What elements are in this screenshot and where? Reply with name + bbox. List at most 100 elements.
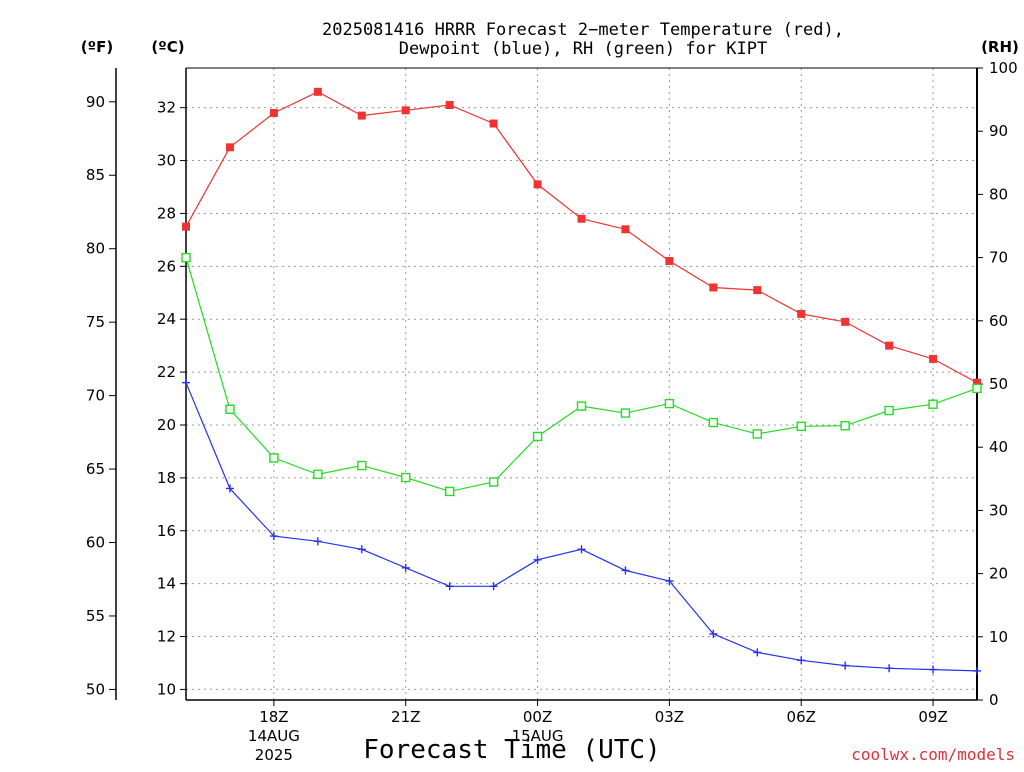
rh-tick-label: 30 (989, 501, 1008, 519)
temperature-point (445, 101, 454, 110)
x-tick-label: 06Z (787, 708, 816, 726)
rh-tick-label: 60 (989, 312, 1008, 330)
grid-lines (186, 68, 977, 700)
fahrenheit-tick-label: 75 (86, 313, 105, 331)
rh-point (708, 417, 719, 428)
celsius-tick-label: 26 (157, 257, 176, 275)
dewpoint-point (929, 665, 938, 674)
series-temperature (182, 87, 981, 387)
temperature-point (885, 341, 894, 350)
rh-point (796, 421, 806, 432)
fahrenheit-tick-label: 65 (86, 460, 105, 478)
temperature-point (841, 317, 850, 326)
chart-title-line1: 2025081416 HRRR Forecast 2−meter Tempera… (322, 20, 844, 40)
axes-frame (115, 67, 978, 701)
temperature-point (621, 225, 630, 234)
dewpoint-point (489, 582, 498, 591)
rh-point (620, 408, 631, 418)
rh-tick-label: 100 (989, 59, 1018, 77)
rh-tick-label: 10 (989, 628, 1008, 646)
celsius-tick-label: 28 (157, 204, 176, 222)
dewpoint-point (797, 656, 806, 665)
rh-tick-label: 70 (989, 249, 1008, 267)
x-tick-label: 03Z (655, 708, 684, 726)
celsius-tick-label: 14 (157, 575, 176, 593)
rh-line (185, 257, 978, 493)
fahrenheit-tick-label: 80 (86, 240, 105, 258)
celsius-tick-label: 18 (157, 469, 176, 487)
unit-label-rh: (RH) (981, 38, 1019, 56)
fahrenheit-tick-label: 90 (86, 93, 105, 111)
dewpoint-point (357, 545, 366, 554)
rh-point (401, 472, 411, 483)
temperature-point (797, 309, 806, 318)
celsius-tick-label: 24 (157, 310, 176, 328)
unit-label-fahrenheit: (ºF) (81, 38, 113, 56)
rh-point (928, 399, 938, 409)
rh-tick-label: 50 (989, 375, 1008, 393)
rh-point (313, 469, 323, 480)
dewpoint-point (973, 666, 981, 675)
tick-labels: 50 55 60 65 70 75 80 85 90 10 12 14 16 18 20 22 24 26 28 30… (86, 59, 1018, 764)
celsius-tick-label: 16 (157, 522, 176, 540)
temperature-point (182, 222, 190, 231)
temperature-point (225, 143, 234, 152)
temperature-point (489, 119, 498, 128)
dewpoint-point (182, 378, 190, 387)
dewpoint-point (885, 664, 894, 673)
x-tick-label: 00Z (523, 708, 552, 726)
fahrenheit-tick-label: 55 (86, 607, 105, 625)
temperature-point (709, 283, 718, 292)
temperature-point (269, 108, 278, 117)
celsius-tick-label: 20 (157, 416, 176, 434)
dewpoint-point (753, 648, 762, 657)
rh-point (225, 404, 235, 414)
celsius-tick-label: 22 (157, 363, 176, 381)
x-tick-label: 18Z (259, 708, 288, 726)
celsius-tick-label: 32 (157, 99, 176, 117)
dewpoint-point (533, 555, 542, 564)
x-tick-label: 21Z (391, 708, 420, 726)
rh-tick-label: 20 (989, 565, 1008, 583)
rh-point (972, 383, 982, 394)
dewpoint-point (577, 545, 586, 554)
dewpoint-point (269, 532, 278, 541)
rh-point (357, 460, 367, 471)
x-axis-title: Forecast Time (UTC) (363, 735, 660, 765)
x-tick-date-label: 15AUG (512, 727, 564, 745)
rh-point (269, 453, 279, 463)
dewpoint-point (313, 537, 322, 546)
temperature-point (577, 214, 586, 223)
rh-point (664, 398, 675, 409)
celsius-tick-label: 10 (157, 680, 176, 698)
rh-point (576, 401, 587, 411)
dewpoint-point (445, 582, 454, 591)
dewpoint-point (621, 566, 630, 575)
rh-point (532, 431, 543, 442)
dewpoint-point (841, 661, 850, 670)
celsius-tick-label: 12 (157, 628, 176, 646)
chart-title-line2: Dewpoint (blue), RH (green) for KIPT (399, 39, 767, 59)
credit-link[interactable]: coolwx.com/models (851, 745, 1015, 764)
rh-point (752, 429, 762, 439)
fahrenheit-tick-label: 60 (86, 534, 105, 552)
series-rh (181, 252, 982, 497)
series-dewpoint (182, 378, 981, 675)
dewpoint-point (401, 563, 410, 572)
temperature-point (665, 257, 674, 266)
dewpoint-line (185, 382, 978, 672)
rh-tick-label: 90 (989, 122, 1008, 140)
rh-tick-label: 0 (989, 691, 999, 709)
x-tick-label: 09Z (918, 708, 947, 726)
dewpoint-point (709, 629, 718, 638)
temperature-point (973, 378, 981, 387)
celsius-tick-label: 30 (157, 152, 176, 170)
temperature-point (753, 286, 762, 295)
x-tick-year-label: 2025 (255, 746, 293, 764)
rh-point (444, 486, 455, 497)
rh-point (884, 405, 894, 416)
rh-point (488, 477, 499, 487)
fahrenheit-tick-label: 70 (86, 387, 105, 405)
temperature-point (929, 354, 938, 363)
